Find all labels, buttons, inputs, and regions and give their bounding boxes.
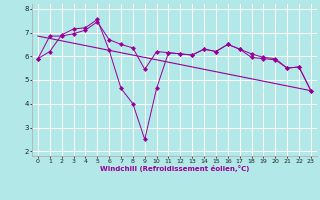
X-axis label: Windchill (Refroidissement éolien,°C): Windchill (Refroidissement éolien,°C) [100,165,249,172]
